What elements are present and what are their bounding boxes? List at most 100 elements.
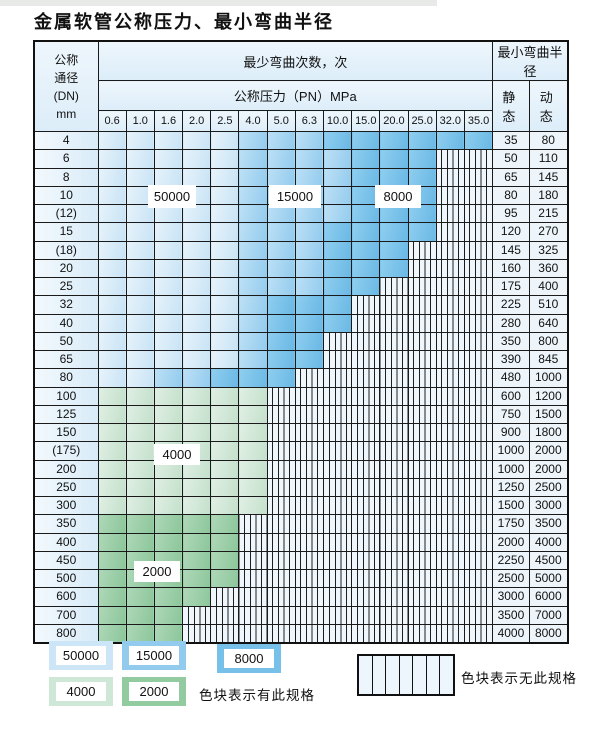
grid-cell — [266, 167, 296, 187]
table-row: 15 120 270 — [33, 222, 569, 242]
static-value: 225 — [492, 295, 530, 315]
grid-cell-nospec — [435, 550, 465, 571]
legend-swatch-label: 2000 — [129, 682, 179, 701]
grid-cell — [407, 167, 437, 187]
dn-label: 200 — [33, 459, 99, 479]
grid-cell — [294, 203, 325, 224]
grid-cell — [153, 587, 184, 607]
grid-cell-nospec — [379, 623, 409, 644]
scan-edge-strip — [0, 0, 437, 6]
stripe-cell — [359, 656, 373, 694]
grid-cell — [407, 222, 437, 242]
grid-cell-nospec — [351, 422, 381, 443]
grid-cell — [153, 532, 184, 552]
grid-cell — [322, 203, 353, 224]
pressure-value: 25.0 — [407, 110, 437, 132]
legend-swatch: 50000 — [49, 641, 113, 670]
grid-cell — [294, 349, 325, 370]
legend-swatch: 4000 — [49, 677, 113, 706]
grid-cell — [182, 130, 212, 151]
grid-cell — [125, 441, 155, 461]
grid-cell-nospec — [435, 568, 465, 589]
grid-cell-nospec — [435, 623, 465, 644]
grid-cell-nospec — [294, 368, 325, 388]
grid-cell-nospec — [435, 149, 465, 169]
grid-cell — [407, 203, 437, 224]
spec-table: 公称 通径 (DN) mm 最少弯曲次数，次 最小弯曲半径 公称压力（PN）MPa 静… — [33, 40, 569, 644]
grid-cell — [182, 495, 212, 516]
table-row: 350 1750 3500 — [33, 514, 569, 534]
grid-cell-nospec — [294, 550, 325, 571]
grid-cell — [294, 240, 325, 260]
grid-cell-nospec — [266, 587, 296, 607]
static-value: 1000 — [492, 441, 530, 461]
grid-cell-nospec — [351, 295, 381, 315]
dn-label: 20 — [33, 258, 99, 279]
legend-no-spec-swatch — [357, 654, 455, 696]
grid-cell-nospec — [463, 331, 494, 352]
grid-cell-nospec — [463, 349, 494, 370]
grid-cell — [182, 258, 212, 279]
grid-cell-nospec — [463, 258, 494, 279]
dn-label: 400 — [33, 532, 99, 552]
grid-cell — [182, 386, 212, 406]
grid-cell — [266, 130, 296, 151]
grid-cell — [182, 240, 212, 260]
grid-cell-nospec — [351, 368, 381, 388]
grid-cell — [379, 167, 409, 187]
grid-cell — [97, 349, 127, 370]
static-value: 2500 — [492, 568, 530, 589]
grid-cell-nospec — [210, 623, 240, 644]
grid-cell — [238, 459, 268, 479]
dn-label: 40 — [33, 313, 99, 333]
bend-cycles-header: 最少弯曲次数，次 — [97, 40, 494, 81]
grid-cell-nospec — [294, 514, 325, 534]
static-value: 2250 — [492, 550, 530, 571]
grid-cell — [125, 495, 155, 516]
legend-swatch-label: 50000 — [56, 646, 106, 665]
grid-cell — [266, 331, 296, 352]
grid-cell — [266, 240, 296, 260]
grid-cell — [182, 276, 212, 297]
grid-cell — [182, 295, 212, 315]
region-label: 15000 — [269, 185, 321, 208]
grid-cell-nospec — [322, 386, 353, 406]
grid-cell — [238, 276, 268, 297]
dynamic-value: 8000 — [528, 623, 569, 644]
legend-no-spec-text: 色块表示无此规格 — [461, 671, 577, 686]
grid-cell — [153, 404, 184, 425]
dynamic-value: 7000 — [528, 605, 569, 625]
table-row: 32 225 510 — [33, 295, 569, 315]
grid-cell — [379, 258, 409, 279]
grid-cell — [379, 130, 409, 151]
grid-cell-nospec — [407, 605, 437, 625]
grid-cell — [238, 386, 268, 406]
grid-cell — [182, 149, 212, 169]
grid-cell — [182, 587, 212, 607]
grid-cell-nospec — [294, 623, 325, 644]
grid-cell-nospec — [379, 422, 409, 443]
dynamic-value: 80 — [528, 130, 569, 151]
grid-cell-nospec — [435, 404, 465, 425]
grid-cell — [210, 222, 240, 242]
grid-cell — [210, 422, 240, 443]
grid-cell — [210, 477, 240, 498]
grid-cell-nospec — [407, 623, 437, 644]
table-row: 800 4000 8000 — [33, 623, 569, 644]
grid-cell — [266, 349, 296, 370]
grid-cell — [153, 167, 184, 187]
grid-cell — [182, 477, 212, 498]
pressure-values-row: 0.6 1.0 1.6 2.0 2.5 4.0 5.0 6.3 10.0 15.0 20.0 25.0… — [34, 110, 568, 132]
grid-cell — [153, 313, 184, 333]
grid-cell — [322, 185, 353, 206]
dn-label: 65 — [33, 349, 99, 370]
grid-cell-nospec — [407, 295, 437, 315]
table-row: 6 50 110 — [33, 149, 569, 169]
static-value: 1000 — [492, 459, 530, 479]
grid-cell-nospec — [435, 240, 465, 260]
legend-has-spec-text: 色块表示有此规格 — [199, 688, 315, 703]
grid-cell — [125, 240, 155, 260]
grid-cell-nospec — [238, 623, 268, 644]
grid-cell — [238, 313, 268, 333]
grid-cell-nospec — [435, 368, 465, 388]
